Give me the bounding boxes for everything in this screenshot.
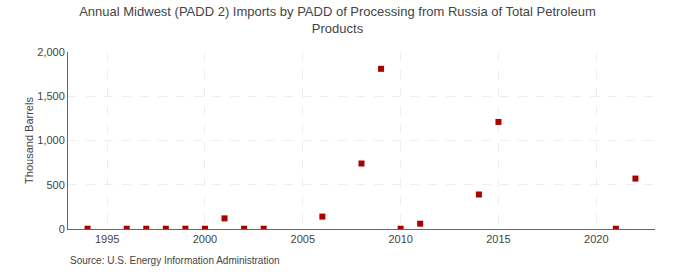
svg-text:2,000: 2,000	[37, 46, 65, 58]
svg-text:1,500: 1,500	[37, 90, 65, 102]
svg-text:0: 0	[59, 223, 65, 235]
svg-text:2005: 2005	[291, 233, 315, 245]
svg-text:1,000: 1,000	[37, 134, 65, 146]
svg-text:Annual Midwest (PADD 2) Import: Annual Midwest (PADD 2) Imports by PADD …	[79, 4, 596, 36]
svg-text:2010: 2010	[388, 233, 412, 245]
svg-text:2000: 2000	[193, 233, 217, 245]
svg-text:1995: 1995	[95, 233, 119, 245]
svg-text:500: 500	[46, 179, 64, 191]
svg-text:Source: U.S. Energy Informatio: Source: U.S. Energy Information Administ…	[70, 255, 280, 266]
svg-text:2015: 2015	[486, 233, 510, 245]
svg-text:2020: 2020	[584, 233, 608, 245]
svg-text:Thousand Barrels: Thousand Barrels	[23, 97, 35, 184]
